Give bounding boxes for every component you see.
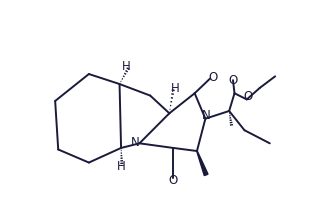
Text: O: O [228,74,238,87]
Text: O: O [169,174,178,187]
Text: H: H [117,160,125,173]
Text: O: O [244,90,253,103]
Text: N: N [202,110,211,122]
Text: O: O [208,71,218,84]
Text: N: N [131,136,139,149]
Polygon shape [197,151,208,176]
Text: H: H [122,60,131,73]
Text: H: H [171,82,180,95]
